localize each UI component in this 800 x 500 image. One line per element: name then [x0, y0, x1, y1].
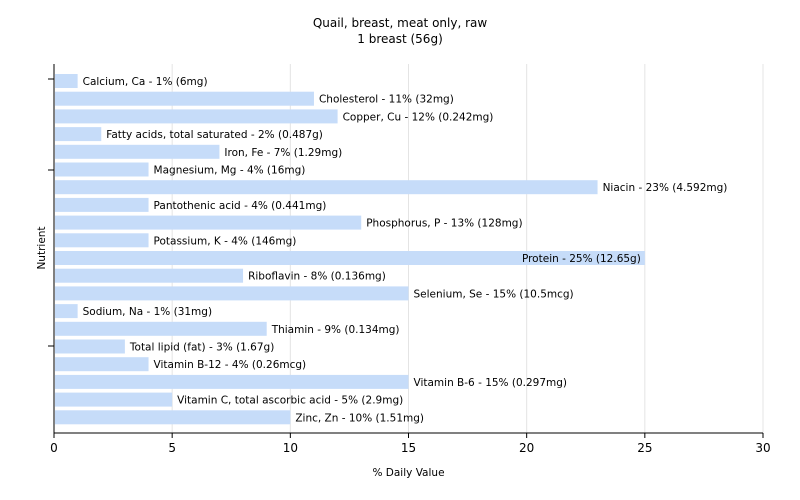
y-axis-title: Nutrient — [36, 226, 48, 269]
x-tick-label: 0 — [50, 441, 58, 455]
bar-label: Niacin - 23% (4.592mg) — [603, 182, 728, 194]
chart-title-block: Quail, breast, meat only, raw 1 breast (… — [0, 15, 800, 47]
chart-subtitle: 1 breast (56g) — [357, 32, 443, 46]
y-ticks — [48, 78, 54, 347]
bar-label: Pantothenic acid - 4% (0.441mg) — [154, 200, 327, 212]
bar — [55, 127, 102, 142]
gridlines — [171, 64, 764, 433]
bar — [55, 233, 149, 248]
bar — [55, 268, 244, 283]
bar-label: Calcium, Ca - 1% (6mg) — [83, 76, 208, 88]
bar-label: Iron, Fe - 7% (1.29mg) — [224, 147, 342, 159]
x-tick-label: 10 — [283, 441, 298, 455]
bar-label: Vitamin B-12 - 4% (0.26mcg) — [154, 359, 307, 371]
bar-label: Zinc, Zn - 10% (1.51mg) — [295, 412, 424, 424]
bar — [55, 251, 645, 265]
bar — [55, 144, 220, 159]
bar-label: Magnesium, Mg - 4% (16mg) — [154, 165, 306, 177]
bar-label: Vitamin B-6 - 15% (0.297mg) — [414, 377, 568, 389]
x-tick-label: 30 — [755, 441, 770, 455]
bar — [55, 321, 267, 336]
x-tick-label: 25 — [637, 441, 652, 455]
bars: Calcium, Ca - 1% (6mg) Cholesterol - 11% … — [55, 74, 728, 425]
bar-label: Thiamin - 9% (0.134mg) — [271, 324, 400, 336]
x-tick-label: 20 — [519, 441, 534, 455]
bar-label: Copper, Cu - 12% (0.242mg) — [343, 111, 494, 123]
bar — [55, 339, 125, 354]
bar — [55, 392, 173, 407]
x-tick-label: 5 — [168, 441, 176, 455]
bar — [55, 374, 409, 389]
bar-label: Sodium, Na - 1% (31mg) — [83, 306, 212, 318]
bar — [55, 74, 78, 88]
bar-label: Selenium, Se - 15% (10.5mcg) — [414, 288, 574, 300]
bar — [55, 109, 338, 124]
bar — [55, 162, 149, 177]
bar — [55, 357, 149, 372]
bar — [55, 91, 314, 106]
chart-title: Quail, breast, meat only, raw — [312, 16, 488, 30]
bar — [55, 197, 149, 212]
bar-label: Potassium, K - 4% (146mg) — [154, 235, 297, 247]
bar-label: Total lipid (fat) - 3% (1.67g) — [129, 342, 274, 354]
bar — [55, 180, 598, 195]
x-tick-label: 15 — [401, 441, 416, 455]
bar-label: Protein - 25% (12.65g) — [522, 253, 641, 265]
bar — [55, 215, 362, 230]
x-ticks: 0 5 10 15 20 25 30 — [50, 433, 771, 455]
bar-label: Vitamin C, total ascorbic acid - 5% (2.9… — [177, 395, 403, 407]
bar-label: Cholesterol - 11% (32mg) — [319, 94, 454, 106]
bar — [55, 304, 78, 319]
bar-label: Riboflavin - 8% (0.136mg) — [248, 271, 386, 283]
bar — [55, 286, 409, 301]
bar-label: Fatty acids, total saturated - 2% (0.487… — [106, 129, 323, 141]
bar — [55, 410, 291, 425]
x-axis-title: % Daily Value — [372, 467, 444, 479]
bar-label: Phosphorus, P - 13% (128mg) — [366, 218, 522, 230]
